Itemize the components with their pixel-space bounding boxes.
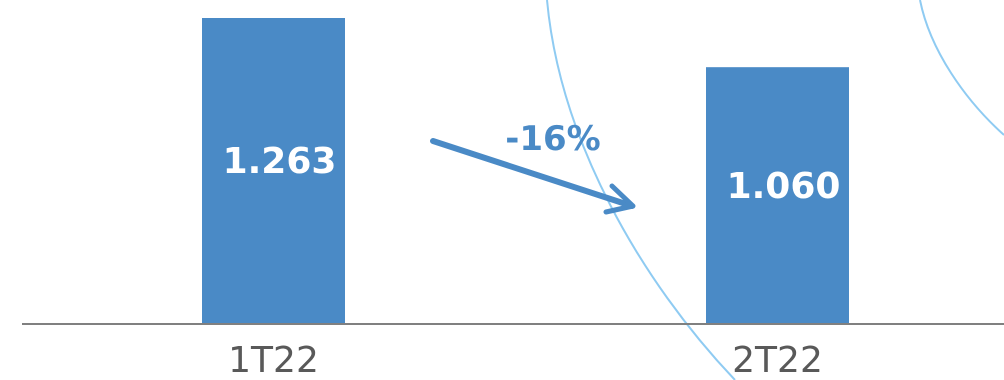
- decorative-arc-left: [546, 0, 736, 380]
- change-arrow: -16%: [430, 119, 636, 215]
- data-label-1T22: 1.263: [223, 141, 337, 182]
- x-axis-tick-labels: 1T22 2T22: [228, 340, 823, 380]
- change-percent-label: -16%: [505, 119, 601, 159]
- bar-series: [202, 18, 849, 325]
- x-tick-label-2T22: 2T22: [732, 340, 823, 380]
- change-arrow-line: [430, 138, 635, 209]
- change-arrow-head: [603, 183, 636, 215]
- x-tick-label-1T22: 1T22: [228, 340, 319, 380]
- bar-1T22: [202, 18, 345, 324]
- decorative-arc-right: [919, 0, 1004, 136]
- decorative-arcs: [546, 0, 1004, 380]
- bar-2T22: [706, 67, 849, 325]
- data-labels: 1.263 1.060: [223, 141, 841, 207]
- data-label-2T22: 1.060: [727, 166, 841, 207]
